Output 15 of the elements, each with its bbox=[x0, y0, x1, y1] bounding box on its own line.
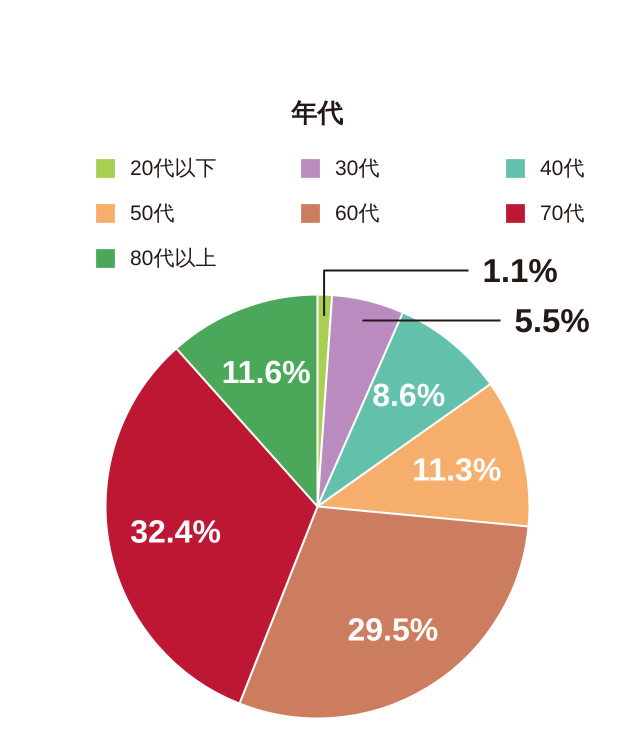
chart-title: 年代 bbox=[290, 98, 344, 128]
legend-label: 30代 bbox=[335, 156, 380, 182]
data-label: 29.5% bbox=[347, 611, 438, 648]
data-label: 11.3% bbox=[412, 451, 502, 488]
legend-label: 50代 bbox=[130, 201, 176, 227]
legend-label: 60代 bbox=[335, 201, 380, 227]
data-label: 5.5% bbox=[514, 302, 590, 339]
data-label: 11.6% bbox=[222, 354, 311, 390]
legend-label: 20代以下 bbox=[130, 156, 218, 182]
legend-label: 80代以上 bbox=[130, 246, 218, 272]
legend-label: 70代 bbox=[540, 201, 586, 227]
legend-label: 40代 bbox=[540, 156, 586, 182]
data-label: 1.1% bbox=[482, 252, 558, 289]
data-label: 32.4% bbox=[130, 514, 221, 550]
data-label: 8.6% bbox=[372, 376, 446, 413]
